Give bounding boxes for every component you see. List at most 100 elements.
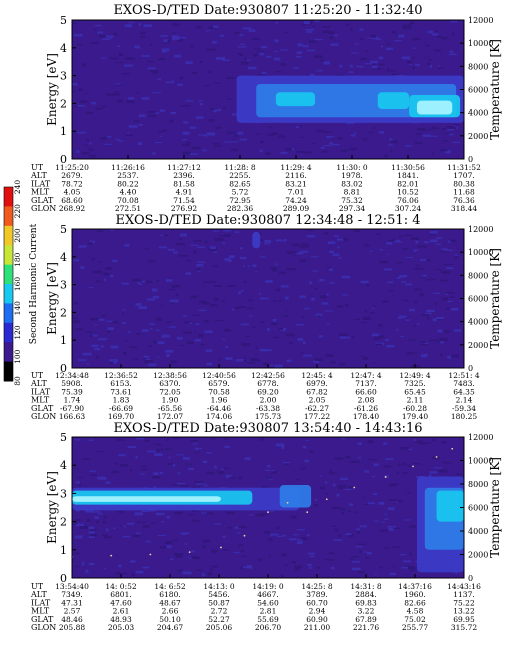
noise-speck	[409, 64, 413, 65]
noise-speck	[173, 54, 181, 58]
noise-speck	[296, 51, 303, 54]
table-cell: 66.60	[355, 387, 377, 396]
noise-speck	[96, 230, 104, 232]
noise-speck	[340, 149, 348, 152]
noise-speck	[229, 476, 236, 479]
noise-speck	[106, 320, 115, 322]
noise-speck	[408, 339, 416, 341]
noise-speck	[265, 280, 273, 283]
table-cell: 5908.	[61, 379, 82, 388]
noise-speck	[408, 566, 415, 569]
trace-point	[267, 511, 269, 514]
noise-speck	[333, 539, 343, 541]
table-cell: 14:37:16	[398, 582, 432, 591]
noise-speck	[369, 250, 373, 252]
noise-speck	[296, 252, 304, 255]
noise-speck	[202, 149, 207, 152]
table-cell: 2.94	[309, 607, 326, 616]
colorbar-label: Second Harmonic Current	[29, 223, 39, 344]
noise-speck	[239, 306, 246, 308]
table-cell: 11:30: 0	[336, 163, 368, 172]
y2-tick-label: 0	[468, 155, 473, 164]
noise-speck	[267, 134, 275, 136]
noise-speck	[399, 554, 406, 556]
table-row-label: MLT	[31, 607, 50, 616]
noise-speck	[225, 357, 233, 360]
table-cell: 2.14	[456, 396, 473, 405]
noise-speck	[281, 446, 285, 449]
noise-speck	[80, 266, 85, 269]
noise-speck	[235, 306, 241, 309]
table-cell: -61.26	[354, 404, 378, 413]
noise-speck	[350, 66, 354, 68]
noise-speck	[141, 97, 150, 100]
noise-speck	[153, 340, 157, 344]
noise-speck	[203, 281, 211, 283]
noise-speck	[82, 63, 87, 67]
noise-speck	[164, 234, 168, 237]
table-row-label: ILAT	[31, 179, 51, 188]
table-cell: 14: 0:52	[105, 582, 137, 591]
noise-speck	[353, 318, 360, 321]
noise-speck	[333, 235, 340, 237]
intensity-band	[436, 490, 464, 522]
y2-tick-label: 10000	[468, 457, 493, 466]
noise-speck	[356, 528, 361, 531]
noise-speck	[140, 31, 146, 35]
noise-speck	[444, 329, 450, 333]
noise-speck	[300, 352, 304, 354]
noise-speck	[215, 126, 222, 129]
noise-speck	[449, 50, 454, 53]
noise-speck	[114, 91, 119, 93]
noise-speck	[370, 60, 378, 64]
noise-speck	[400, 335, 405, 338]
noise-speck	[398, 275, 407, 278]
noise-speck	[221, 300, 226, 303]
table-cell: 14:25: 8	[301, 582, 333, 591]
noise-speck	[240, 247, 243, 250]
noise-speck	[230, 148, 238, 152]
noise-speck	[400, 447, 410, 450]
colorbar-segment	[4, 187, 13, 207]
noise-speck	[438, 67, 444, 69]
table-cell: 6153.	[110, 379, 131, 388]
noise-speck	[432, 33, 439, 36]
table-cell: 75.22	[453, 598, 475, 607]
noise-speck	[170, 301, 174, 305]
noise-speck	[157, 534, 166, 536]
noise-speck	[140, 465, 146, 468]
table-cell: -64.46	[207, 404, 231, 413]
noise-speck	[307, 552, 316, 555]
noise-speck	[443, 270, 451, 274]
noise-speck	[99, 261, 102, 263]
table-cell: 179.40	[402, 412, 428, 421]
noise-speck	[88, 154, 97, 158]
chart-panel-3: EXOS-D/TED Date:930807 13:54:40 - 14:43:…	[30, 421, 502, 632]
noise-speck	[138, 123, 143, 126]
noise-speck	[218, 359, 221, 362]
table-cell: 1.83	[113, 396, 130, 405]
noise-speck	[408, 526, 411, 528]
noise-speck	[222, 549, 229, 551]
noise-speck	[416, 133, 422, 135]
noise-speck	[240, 323, 249, 326]
table-cell: 2.08	[358, 396, 375, 405]
noise-speck	[209, 108, 216, 110]
noise-speck	[87, 147, 91, 149]
noise-speck	[175, 555, 183, 558]
noise-speck	[210, 437, 216, 440]
noise-speck	[198, 309, 207, 312]
noise-speck	[331, 143, 340, 146]
noise-speck	[208, 71, 213, 73]
noise-speck	[147, 450, 156, 453]
y2-tick-label: 4000	[468, 527, 488, 536]
noise-speck	[183, 121, 189, 124]
noise-speck	[145, 280, 153, 283]
noise-speck	[387, 70, 395, 72]
noise-speck	[224, 234, 231, 237]
y-tick-label: 5	[60, 14, 67, 27]
table-cell: 14:19: 0	[252, 582, 284, 591]
table-row-label: GLON	[31, 204, 56, 213]
noise-speck	[107, 135, 112, 138]
noise-speck	[303, 308, 310, 310]
